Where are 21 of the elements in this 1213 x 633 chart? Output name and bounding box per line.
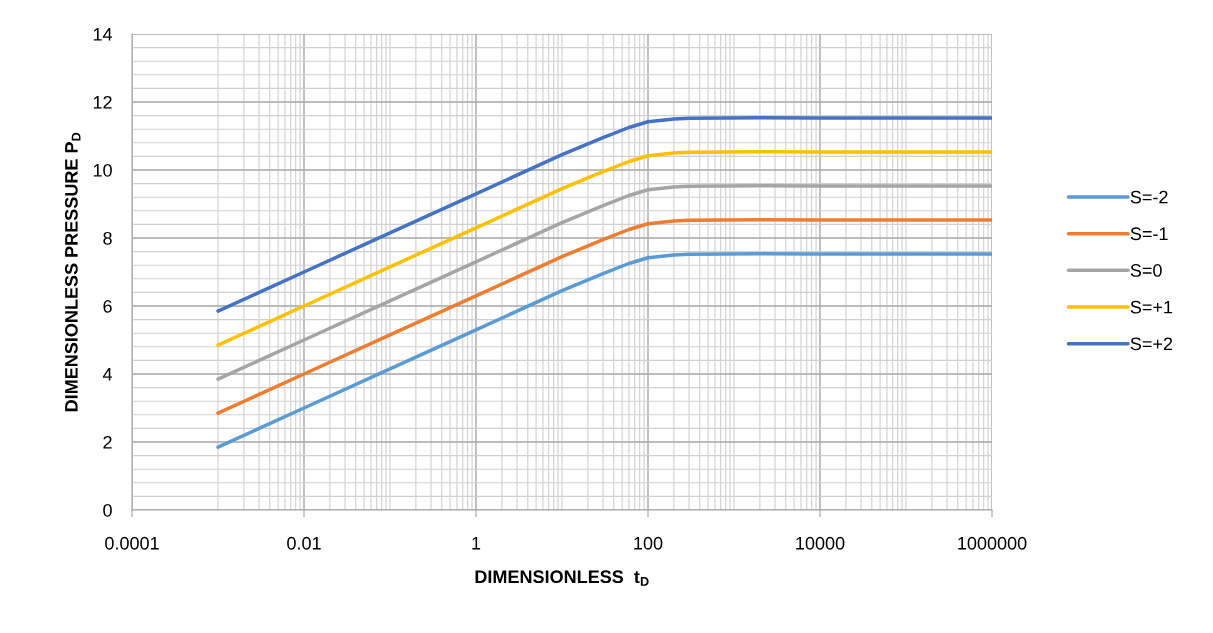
x-tick-label: 100 <box>634 536 663 550</box>
legend-label: S=-2 <box>1130 190 1168 204</box>
legend-label: S=0 <box>1130 264 1162 277</box>
y-tick-label: 0 <box>103 503 112 517</box>
y-tick-label: 8 <box>103 231 112 245</box>
x-axis-title: DIMENSIONLESS t$_{D}$ <box>475 570 649 586</box>
y-tick-label: 6 <box>103 299 112 313</box>
x-tick-label: 1 <box>472 537 481 550</box>
y-tick-label: 12 <box>93 95 112 109</box>
legend-label: S=+1 <box>1130 300 1173 314</box>
x-tick-label: 10000 <box>796 536 845 550</box>
x-tick-label: 0.01 <box>287 536 321 550</box>
legend-label: S=+2 <box>1130 337 1173 351</box>
y-tick-label: 2 <box>103 435 112 449</box>
legend-label: S=-1 <box>1130 227 1168 241</box>
y-tick-label: 4 <box>102 368 113 381</box>
y-tick-label: 10 <box>93 163 112 177</box>
x-tick-label: 1000000 <box>958 536 1027 550</box>
x-tick-label: 0.0001 <box>105 536 159 550</box>
y-axis-title: DIMENSIONLESS PRESSURE P$_{D}$ <box>64 132 81 412</box>
y-tick-label: 14 <box>93 28 113 41</box>
